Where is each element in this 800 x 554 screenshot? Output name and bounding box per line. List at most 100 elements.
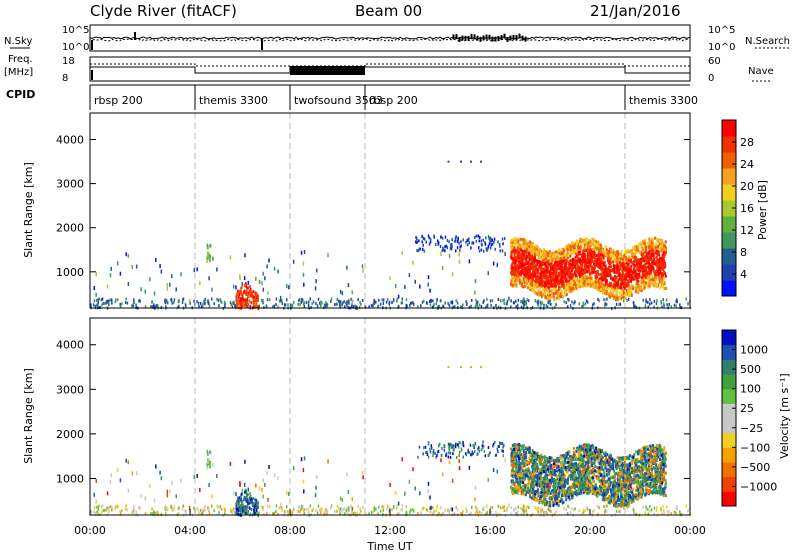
echo <box>429 510 432 514</box>
echo <box>619 486 622 490</box>
echo <box>648 241 651 245</box>
echo <box>530 247 533 251</box>
echo <box>597 273 600 277</box>
echo <box>410 508 413 512</box>
echo <box>292 300 295 304</box>
echo <box>460 512 462 516</box>
colorbar-swatch <box>722 248 736 265</box>
echo <box>303 301 306 305</box>
echo <box>474 290 476 295</box>
echo <box>202 509 204 513</box>
echo <box>656 247 659 251</box>
echo <box>612 465 615 469</box>
echo <box>514 264 517 268</box>
echo <box>144 305 147 309</box>
echo <box>393 504 395 509</box>
echo <box>661 244 664 248</box>
echo <box>482 300 484 304</box>
echo <box>361 264 364 269</box>
echo <box>178 304 180 308</box>
echo <box>621 282 624 286</box>
echo <box>243 496 245 500</box>
echo <box>194 302 196 306</box>
echo <box>520 506 522 510</box>
echo <box>351 305 353 309</box>
echo <box>266 512 268 516</box>
echo <box>203 507 205 511</box>
echo <box>534 256 537 260</box>
echo <box>352 512 355 516</box>
echo <box>433 234 435 238</box>
echo <box>239 276 241 281</box>
power-colorbar-label: Power [dB] <box>756 180 769 240</box>
echo <box>597 277 600 281</box>
echo <box>450 243 452 247</box>
echo <box>640 463 643 467</box>
echo <box>237 497 239 501</box>
echo <box>583 240 586 244</box>
echo <box>638 260 641 264</box>
echo <box>539 253 542 257</box>
echo <box>557 291 560 295</box>
echo <box>617 298 620 302</box>
echo <box>317 504 320 508</box>
echo <box>537 510 539 514</box>
colorbar-swatch <box>722 216 736 233</box>
echo <box>319 508 321 512</box>
echo <box>607 260 610 264</box>
echo <box>149 484 151 489</box>
echo <box>640 267 643 271</box>
echo <box>386 504 389 508</box>
echo <box>618 478 621 482</box>
echo <box>563 300 565 304</box>
echo <box>110 266 112 271</box>
echo <box>245 498 247 502</box>
echo <box>253 295 255 299</box>
echo <box>360 509 362 513</box>
echo <box>585 244 588 248</box>
echo <box>616 251 619 255</box>
echo <box>640 279 643 283</box>
echo <box>530 256 533 260</box>
echo <box>512 238 515 242</box>
echo <box>409 303 411 307</box>
echo <box>573 246 576 250</box>
echo <box>578 285 581 289</box>
echo <box>395 299 398 303</box>
echo <box>236 293 238 297</box>
echo <box>347 489 350 494</box>
echo <box>632 508 635 512</box>
echo <box>564 290 567 294</box>
echo <box>685 297 687 301</box>
echo <box>598 263 601 267</box>
echo <box>649 268 652 272</box>
echo <box>301 505 304 509</box>
echo <box>623 279 626 283</box>
echo <box>138 299 140 303</box>
echo <box>344 305 346 309</box>
echo <box>523 506 526 510</box>
echo <box>587 269 590 273</box>
echo <box>625 292 628 296</box>
echo <box>631 249 634 253</box>
echo <box>584 258 587 262</box>
echo <box>504 458 506 463</box>
echo <box>233 508 235 512</box>
echo <box>588 250 591 254</box>
echo <box>563 253 566 257</box>
echo <box>343 300 345 304</box>
echo <box>589 282 592 286</box>
echo <box>679 510 681 514</box>
echo <box>556 282 559 286</box>
echo <box>576 263 579 267</box>
echo <box>560 281 563 285</box>
echo <box>121 302 123 306</box>
echo <box>584 260 587 264</box>
echo <box>574 273 577 277</box>
echo <box>537 284 540 288</box>
echo <box>519 275 522 279</box>
echo <box>303 511 306 515</box>
echo <box>206 260 208 264</box>
echo <box>298 505 301 509</box>
echo <box>524 277 527 281</box>
